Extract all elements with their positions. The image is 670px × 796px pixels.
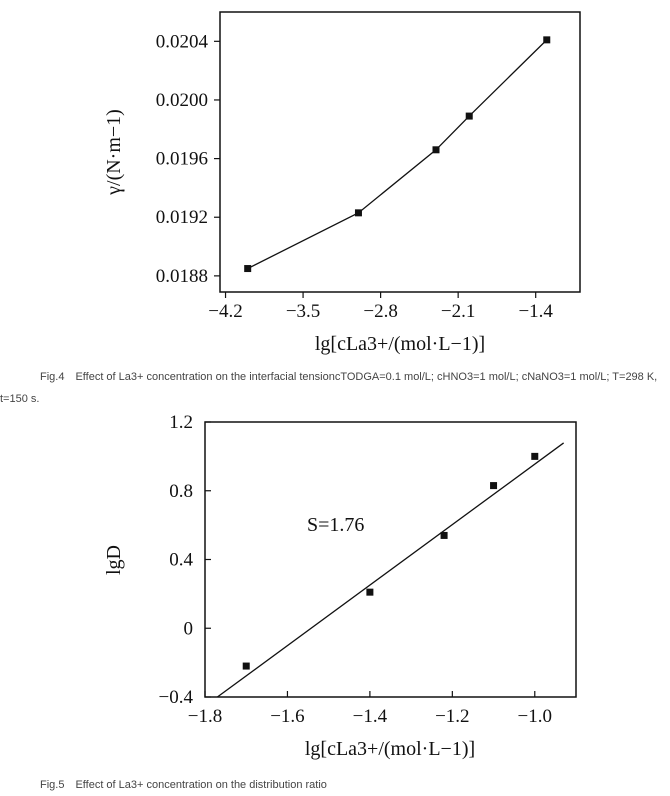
chart-interfacial-tension: γ/(N·m−1) lg[cLa3+/(mol·L−1)] −4.2 −3.5 −2… (103, 11, 581, 355)
y-tick-label: 0.0204 (156, 31, 209, 52)
x-tick-label: −2.1 (441, 301, 475, 322)
y-tick-label: 0.0196 (156, 149, 208, 170)
data-point (543, 36, 551, 44)
x-tick-label: −4.2 (208, 301, 242, 322)
data-point (244, 265, 252, 273)
y-tick-label: 0.0188 (156, 266, 208, 287)
figure-4-caption: Fig.4 Effect of La3+ concentration on th… (0, 371, 658, 405)
y-tick-label: 0.8 (169, 481, 193, 502)
chart-distribution-ratio: lgD lg[cLa3+/(mol·L−1)] S=1.76 −1.8 −1.6 −… (103, 412, 577, 760)
x-tick-label: −2.8 (363, 301, 397, 322)
y-axis-label: lgD (103, 545, 125, 575)
data-point (354, 209, 362, 217)
x-tick-label: −1.8 (188, 706, 222, 727)
y-tick-label: 0.0200 (156, 90, 208, 111)
data-point (242, 662, 250, 670)
x-tick-label: −1.4 (353, 706, 388, 727)
data-point (440, 531, 448, 539)
slope-annotation: S=1.76 (307, 514, 364, 536)
x-tick-label: −3.5 (286, 301, 320, 322)
x-tick-label: −1.4 (518, 301, 553, 322)
y-tick-label: 0.4 (169, 550, 193, 571)
figure-5-caption: Fig.5 Effect of La3+ concentration on th… (40, 779, 327, 791)
data-point (366, 588, 374, 596)
x-tick-label: −1.0 (518, 706, 552, 727)
x-axis-label: lg[cLa3+/(mol·L−1)] (305, 738, 475, 760)
data-point (531, 452, 539, 460)
x-tick-label: −1.6 (270, 706, 304, 727)
data-point (432, 146, 440, 154)
x-tick-label: −1.2 (435, 706, 469, 727)
y-tick-label: −0.4 (159, 687, 194, 708)
data-point (490, 482, 498, 490)
y-tick-label: 0.0192 (156, 207, 208, 228)
x-axis-label: lg[cLa3+/(mol·L−1)] (315, 333, 485, 355)
fit-line (216, 442, 565, 698)
plot-frame (204, 421, 577, 698)
plot-frame (219, 11, 581, 293)
series-line (247, 39, 548, 270)
data-point (465, 112, 473, 120)
y-axis-label: γ/(N·m−1) (103, 109, 125, 196)
y-tick-label: 0 (184, 618, 194, 639)
y-tick-label: 1.2 (169, 412, 193, 433)
